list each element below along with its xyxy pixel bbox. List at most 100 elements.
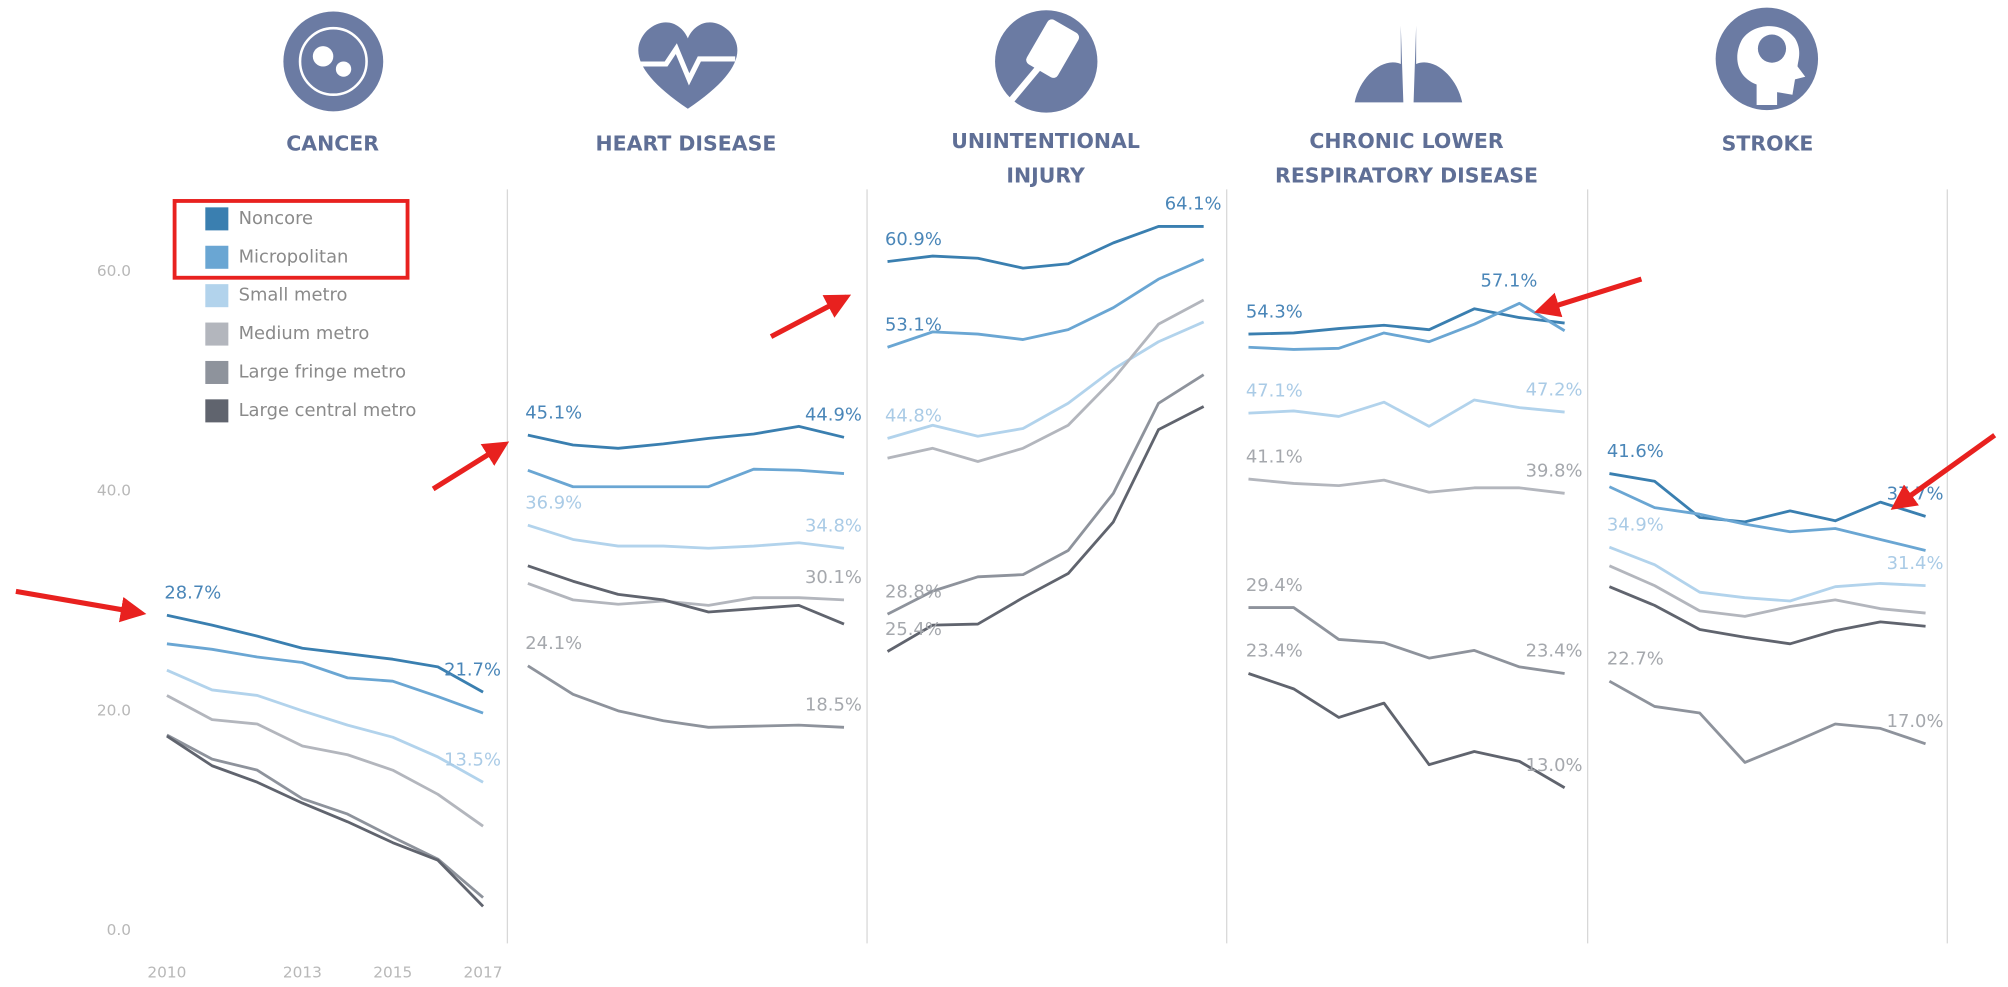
panel-title: RESPIRATORY DISEASE: [1275, 164, 1538, 188]
cancer-icon-ring: [298, 26, 368, 96]
y-tick-label: 60.0: [97, 262, 131, 280]
series-line: [887, 320, 1205, 440]
lungs-icon: [1354, 25, 1463, 103]
legend-swatch: [205, 360, 229, 384]
data-label: 41.1%: [1246, 446, 1303, 467]
cancer-icon-cell: [312, 46, 334, 67]
data-label: 21.7%: [444, 659, 501, 680]
data-label: 28.7%: [164, 583, 221, 604]
panel-title: CANCER: [286, 132, 379, 156]
series-line: [1248, 477, 1565, 495]
data-label: 53.1%: [885, 314, 942, 335]
data-label: 41.6%: [1607, 441, 1664, 462]
data-label: 25.4%: [885, 619, 942, 640]
series-line: [1248, 307, 1565, 336]
series-line: [166, 734, 485, 908]
arrow: [1890, 433, 1997, 510]
heart-icon: [638, 22, 738, 109]
y-tick-label: 0.0: [107, 921, 131, 939]
series-line: [1248, 672, 1566, 789]
data-label: 54.3%: [1246, 301, 1303, 322]
annotations: [15, 199, 1997, 623]
arrow: [769, 294, 852, 339]
injury-icon-syringe: [1009, 36, 1066, 102]
legend-swatch: [205, 284, 229, 308]
legend-label: Large central metro: [239, 400, 417, 421]
series-line: [1608, 485, 1926, 552]
y-tick-label: 40.0: [97, 482, 131, 500]
data-label: 47.2%: [1526, 379, 1583, 400]
series-line: [1608, 545, 1926, 603]
x-tick-label: 2010: [147, 963, 186, 981]
series-line: [166, 613, 484, 694]
plot-area: 0.0 20.0 40.0 60.0 2010 2013 2015 2017 Noncore Mi…: [97, 129, 1948, 981]
series-line: [886, 373, 1205, 616]
legend-label: Medium metro: [239, 323, 370, 344]
data-label: 47.1%: [1246, 380, 1303, 401]
data-label: 22.7%: [1607, 648, 1664, 669]
series-line: [887, 258, 1205, 349]
data-label: 36.9%: [525, 492, 582, 513]
data-label: 34.9%: [1607, 514, 1664, 535]
series-line: [527, 424, 845, 450]
arrow: [1534, 276, 1643, 318]
series-line: [887, 224, 1204, 270]
panel-title: HEART DISEASE: [596, 132, 777, 156]
panel-title: INJURY: [1006, 164, 1086, 188]
icons: [283, 7, 1819, 113]
series-line: [1248, 606, 1565, 675]
arrow: [15, 588, 147, 623]
series-line: [166, 694, 484, 828]
x-tick-label: 2015: [373, 963, 412, 981]
data-label: 44.8%: [885, 406, 942, 427]
legend-swatch: [205, 322, 229, 346]
legend-label: Small metro: [239, 285, 348, 306]
highlight-box: [172, 199, 410, 280]
data-label: 34.8%: [805, 515, 862, 536]
panel-title: CHRONIC LOWER: [1309, 129, 1503, 153]
data-label: 39.8%: [1526, 461, 1583, 482]
data-label: 13.0%: [1526, 755, 1583, 776]
panel-title: UNINTENTIONAL: [951, 129, 1140, 153]
data-label: 45.1%: [525, 402, 582, 423]
cancer-icon-cell: [335, 61, 352, 77]
legend-swatch: [205, 399, 229, 423]
data-label: 18.5%: [805, 695, 862, 716]
data-label: 30.1%: [805, 567, 862, 588]
heart-icon-pulse: [640, 43, 736, 86]
stroke-icon-head: [1737, 26, 1806, 105]
series-line: [166, 668, 484, 784]
data-label: 13.5%: [444, 749, 501, 770]
data-label: 31.4%: [1887, 553, 1944, 574]
series-line: [886, 405, 1205, 653]
legend-label: Noncore: [239, 208, 313, 229]
series-line: [1609, 472, 1926, 524]
x-tick-label: 2013: [283, 963, 322, 981]
series-line: [166, 733, 484, 899]
stroke-icon-brain: [1757, 34, 1787, 63]
legend-swatch: [205, 207, 229, 231]
x-tick-label: 2017: [464, 963, 503, 981]
series-line: [1248, 398, 1565, 428]
series-line: [1608, 564, 1926, 618]
series-line: [527, 582, 845, 607]
data-label: 44.9%: [805, 405, 862, 426]
data-label: 57.1%: [1480, 271, 1537, 292]
cancer-icon: [283, 11, 384, 112]
series-line: [166, 642, 484, 715]
series-line: [1608, 679, 1927, 764]
data-label: 64.1%: [1165, 194, 1222, 215]
series-line: [1248, 301, 1566, 351]
series-line: [887, 298, 1205, 463]
data-label: 17.0%: [1887, 711, 1944, 732]
series-line: [1608, 585, 1926, 646]
series-line: [527, 523, 845, 550]
data-label: 28.8%: [885, 581, 942, 602]
data-label: 23.4%: [1526, 641, 1583, 662]
data-label: 23.4%: [1246, 641, 1303, 662]
legend-swatch: [205, 245, 229, 269]
arrow: [431, 441, 510, 492]
data-label: 24.1%: [525, 633, 582, 654]
data-label: 60.9%: [885, 229, 942, 250]
